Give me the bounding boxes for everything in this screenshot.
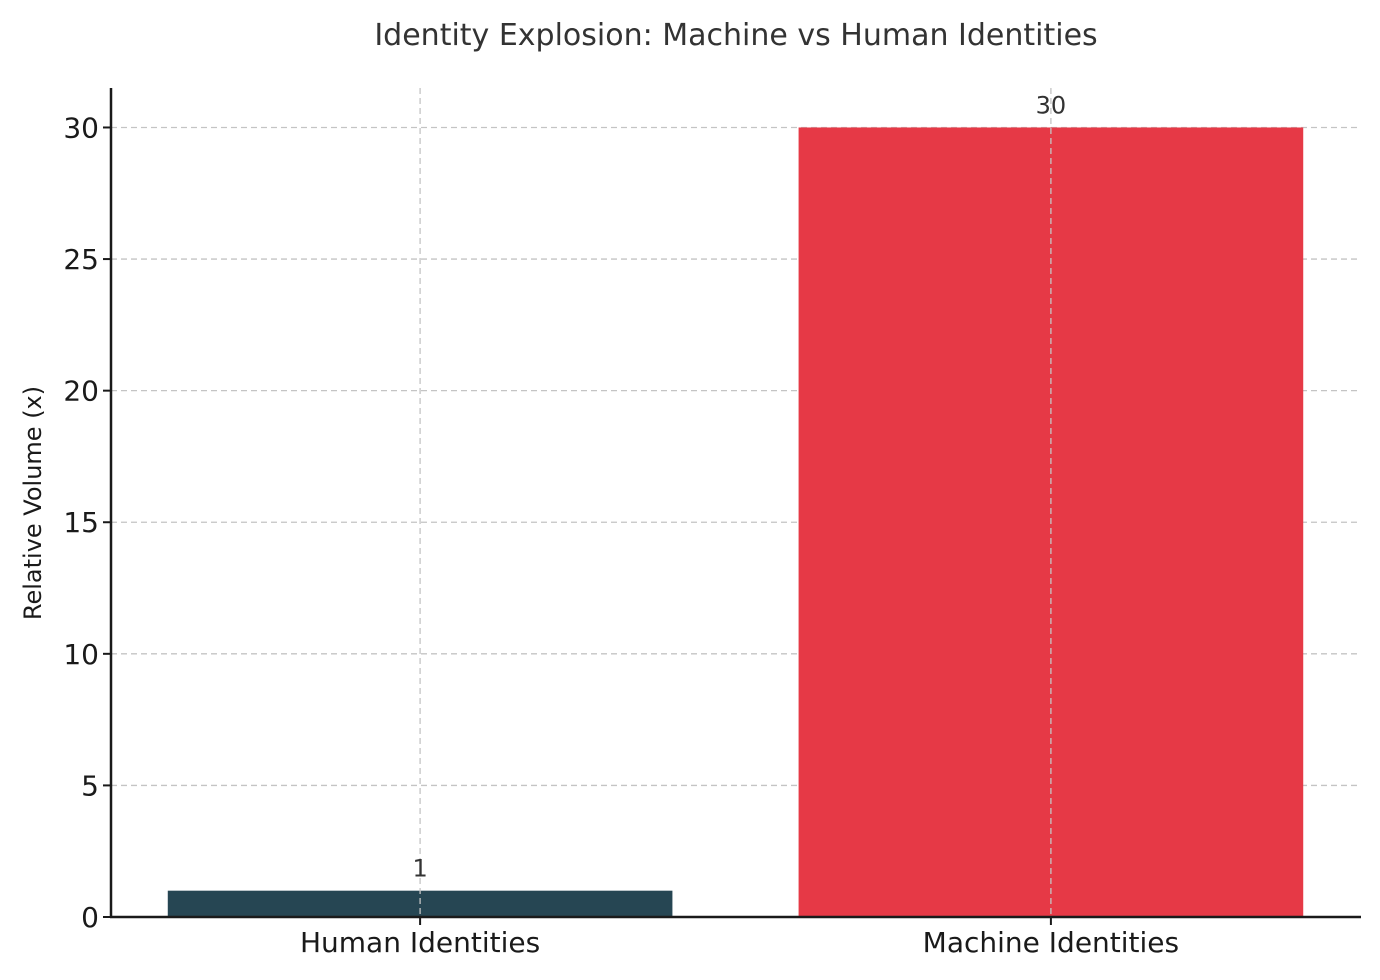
data-label: 1 (412, 855, 427, 883)
y-tick-label: 20 (63, 375, 99, 408)
vertical-gridlines (419, 88, 1052, 917)
y-tick-label: 0 (81, 901, 99, 934)
x-tick-label: Machine Identities (923, 926, 1179, 959)
y-tick-label: 5 (81, 769, 99, 802)
y-tick-label: 30 (63, 111, 99, 144)
y-tick-label: 15 (63, 506, 99, 539)
y-tick-label: 10 (63, 638, 99, 671)
y-axis-label: Relative Volume (x) (19, 386, 47, 620)
x-ticks: Human Identities Machine Identities (300, 917, 1179, 959)
y-ticks: 0 5 10 15 20 25 30 (63, 111, 111, 934)
y-tick-label: 25 (63, 243, 99, 276)
x-tick-label: Human Identities (300, 926, 540, 959)
chart-title: Identity Explosion: Machine vs Human Ide… (374, 18, 1097, 53)
data-label: 30 (1036, 91, 1067, 119)
data-labels: 1 30 (412, 91, 1066, 882)
